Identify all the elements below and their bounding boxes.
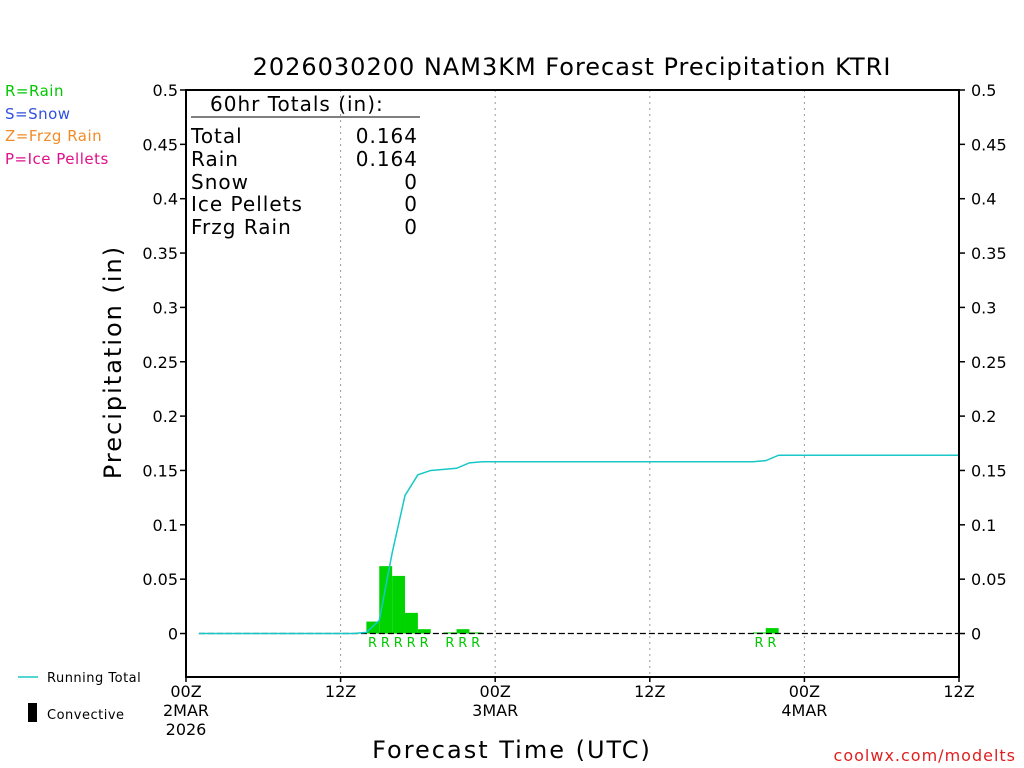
ptype-key-snow: S=Snow — [5, 105, 71, 123]
precip-bar-4 — [417, 629, 431, 634]
x-axis-label: Forecast Time (UTC) — [372, 736, 652, 764]
precip-bar-2 — [392, 575, 406, 634]
x-tick-label-2-1: 3MAR — [472, 701, 518, 720]
ptype-key: R=Rain S=Snow Z=Frzg Rain P=Ice Pellets — [5, 82, 109, 168]
x-tick-label-2-0: 00Z — [480, 682, 511, 701]
precip-bar-3 — [405, 612, 418, 634]
y-tick-label-right-10: 0.5 — [971, 81, 996, 100]
x-tick-label-0-0: 00Z — [170, 682, 201, 701]
y-tick-label-left-9: 0.45 — [142, 135, 178, 154]
y-tick-label-right-3: 0.15 — [971, 461, 1007, 480]
y-tick-label-left-6: 0.3 — [153, 298, 178, 317]
ptype-label-8: R — [755, 636, 765, 651]
chart-title: 2026030200 NAM3KM Forecast Precipitation… — [253, 53, 892, 81]
y-tick-label-left-0: 0 — [168, 625, 178, 644]
totals-label-ice-pellets: Ice Pellets — [191, 192, 303, 216]
x-tick-label-0-1: 2MAR — [163, 701, 209, 720]
ptype-key-freezing-rain: Z=Frzg Rain — [5, 127, 102, 145]
x-tick-label-3-0: 12Z — [634, 682, 665, 701]
x-tick-label-1-0: 12Z — [325, 682, 356, 701]
ptype-label-6: R — [458, 636, 468, 651]
totals-value-rain: 0.164 — [356, 147, 418, 171]
precip-bar-1 — [379, 566, 393, 634]
totals-box: 60hr Totals (in): Total 0.164 Rain 0.164… — [190, 92, 420, 239]
y-tick-label-right-2: 0.1 — [971, 516, 996, 535]
legend: Running Total Convective — [18, 671, 141, 723]
precip-bar-7 — [469, 632, 483, 634]
y-tick-label-left-8: 0.4 — [153, 190, 178, 209]
precip-bar-6 — [456, 629, 470, 634]
totals-label-rain: Rain — [191, 147, 239, 171]
running-total-line — [198, 454, 959, 635]
totals-value-frzg-rain: 0 — [404, 215, 418, 239]
x-tick-label-5-0: 12Z — [943, 682, 974, 701]
ptype-label-4: R — [420, 636, 430, 651]
ptype-key-rain: R=Rain — [5, 82, 64, 100]
plot-frame — [185, 89, 960, 678]
ptype-label-2: R — [394, 636, 404, 651]
bars-layer — [366, 566, 779, 634]
y-tick-label-right-9: 0.45 — [971, 135, 1007, 154]
y-tick-label-right-8: 0.4 — [971, 190, 996, 209]
y-tick-label-left-5: 0.25 — [142, 353, 178, 372]
running-total-layer — [198, 454, 959, 635]
x-tick-label-4-0: 00Z — [789, 682, 820, 701]
y-tick-label-left-1: 0.05 — [142, 570, 178, 589]
ptype-label-7: R — [471, 636, 481, 651]
ptype-key-ice-pellets: P=Ice Pellets — [5, 150, 109, 168]
y-tick-label-right-6: 0.3 — [971, 298, 996, 317]
y-tick-label-right-0: 0 — [971, 625, 981, 644]
y-tick-label-left-7: 0.35 — [142, 244, 178, 263]
y-tick-label-left-3: 0.15 — [142, 461, 178, 480]
credit-text: coolwx.com/modelts — [834, 746, 1016, 765]
legend-running-total-label: Running Total — [47, 671, 141, 686]
totals-header: 60hr Totals (in): — [210, 92, 384, 116]
precip-bar-9 — [765, 628, 779, 634]
totals-value-total: 0.164 — [356, 124, 418, 148]
grid-layer — [340, 90, 805, 677]
y-tick-label-right-7: 0.35 — [971, 244, 1007, 263]
precip-bar-5 — [443, 632, 457, 634]
y-axis-label: Precipitation (in) — [99, 245, 127, 479]
ptype-label-5: R — [445, 636, 455, 651]
legend-convective-label: Convective — [47, 708, 125, 723]
legend-convective-swatch — [28, 703, 37, 722]
y-tick-label-left-4: 0.2 — [153, 407, 178, 426]
y-tick-label-right-4: 0.2 — [971, 407, 996, 426]
x-tick-label-0-2: 2026 — [166, 720, 207, 739]
x-tick-label-4-1: 4MAR — [781, 701, 827, 720]
totals-value-snow: 0 — [404, 170, 418, 194]
y-tick-label-left-2: 0.1 — [153, 516, 178, 535]
totals-label-total: Total — [190, 124, 243, 148]
totals-value-ice-pellets: 0 — [404, 192, 418, 216]
y-tick-label-left-10: 0.5 — [153, 81, 178, 100]
ptype-label-3: R — [407, 636, 417, 651]
ptype-label-9: R — [767, 636, 777, 651]
ptype-label-1: R — [381, 636, 391, 651]
y-tick-label-right-1: 0.05 — [971, 570, 1007, 589]
precip-bar-0 — [366, 621, 380, 634]
y-tick-label-right-5: 0.25 — [971, 353, 1007, 372]
y-ticks-layer: 0 00.05 0.050.1 0.10.15 0.150.2 0.20.25 0.250.… — [142, 81, 1006, 644]
totals-label-snow: Snow — [191, 170, 249, 194]
ptype-label-0: R — [368, 636, 378, 651]
totals-label-frzg-rain: Frzg Rain — [191, 215, 292, 239]
